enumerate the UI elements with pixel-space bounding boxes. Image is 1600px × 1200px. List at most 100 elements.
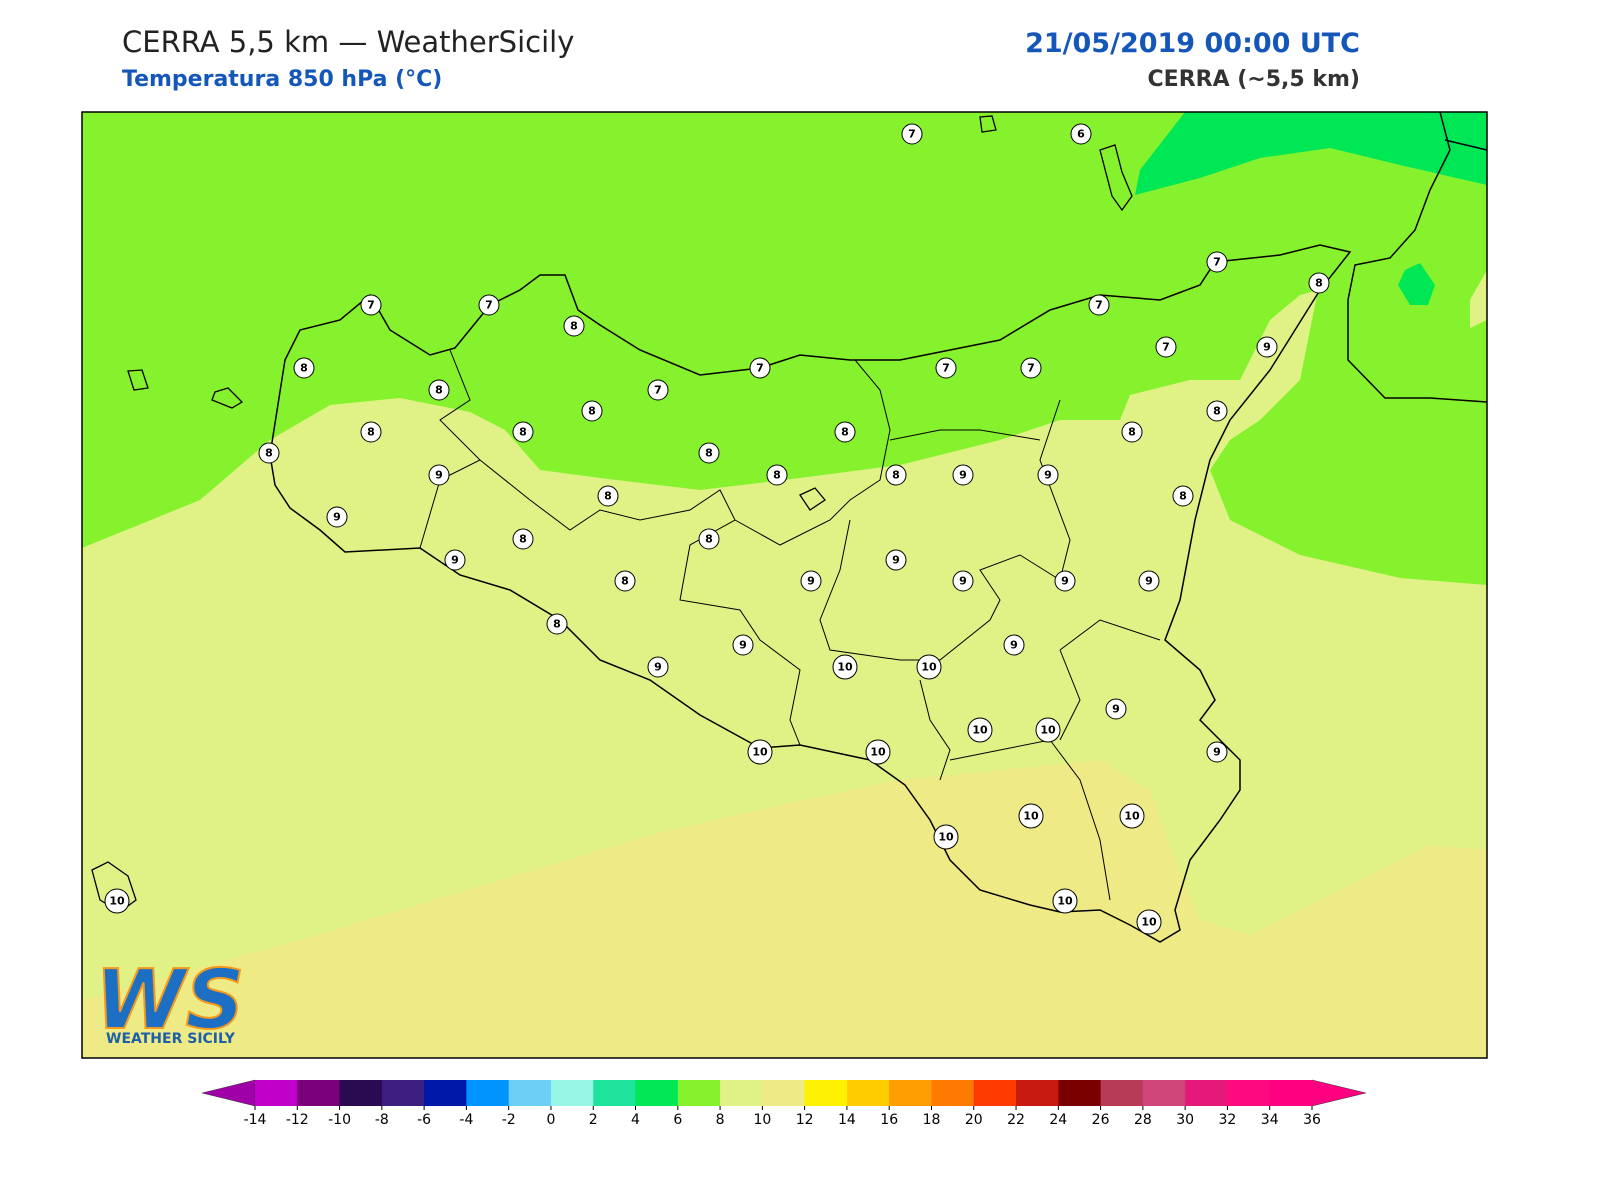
station-value: 8 [621,575,629,588]
colorbar-tick-label: -8 [375,1112,389,1128]
station-value: 8 [435,384,443,397]
station-value: 9 [1145,575,1153,588]
provinces [419,349,1161,901]
colorbar-tick-label: 16 [880,1112,898,1128]
station-marker [293,357,315,379]
colorbar-tick-label: -4 [459,1112,473,1128]
colorbar-segment [339,1080,383,1106]
colorbar-tick-label: 14 [838,1112,856,1128]
colorbar-segment [931,1080,975,1106]
station-marker [1070,123,1092,145]
colorbar-tick-label: -12 [286,1112,309,1128]
islands [91,115,1133,913]
station-value: 9 [807,575,815,588]
station-value: 10 [1057,895,1073,908]
colorbar-segment [550,1080,594,1106]
station-value: 8 [841,426,849,439]
colorbar-tick-label: 26 [1092,1112,1110,1128]
station-value: 8 [265,447,273,460]
station-marker [1088,294,1110,316]
station-marker [1035,717,1061,743]
station-marker [512,421,534,443]
colorbar-segment [255,1080,298,1106]
colorbar-tick-label: 24 [1049,1112,1067,1128]
colorbar-segment [846,1080,890,1106]
station-value: 8 [570,320,578,333]
station-value: 8 [705,533,713,546]
station-value: 10 [870,746,886,759]
station-marker [749,357,771,379]
station-marker [546,613,568,635]
station-marker [597,485,619,507]
colorbar-tick-label: 36 [1303,1112,1321,1128]
station-marker [747,739,773,765]
station-value: 7 [1027,362,1035,375]
colorbar-segment [1269,1080,1313,1106]
station-marker [1018,803,1044,829]
station-marker [614,570,636,592]
colorbar-tick-label: 10 [753,1112,771,1128]
station-marker [1172,485,1194,507]
colorbar-segment [889,1080,932,1106]
colorbar-tick-label: 34 [1261,1112,1279,1128]
station-marker [1256,336,1278,358]
station-marker [1206,400,1228,422]
station-marker [901,123,923,145]
colorbar: -14 -12 -10 -8 -6 -4 -2 0 2 4 6 8 10 12 14 16 18 20 22 24 26… [201,1079,1367,1128]
station-value: 8 [519,533,527,546]
colorbar-tick-label: 8 [716,1112,725,1128]
station-value: 10 [837,661,853,674]
field-10-12 [82,760,1487,1058]
station-marker [478,294,500,316]
station-marker [1308,272,1330,294]
colorbar-tick-label: 20 [965,1112,983,1128]
stations: 7 6 7 8 7 7 8 7 7 9 8 7 7 7 8 7 8 8 8 8 8 8 8 8 9 8 8 9 9 8 8 9 8 8 9 9 8 9 9 9… [104,123,1330,935]
station-marker [563,315,585,337]
station-value: 10 [1040,724,1056,737]
station-value: 10 [1141,916,1157,929]
station-value: 8 [588,405,596,418]
station-value: 7 [908,128,916,141]
colorbar-segment [381,1080,425,1106]
colorbar-segment [593,1080,637,1106]
colorbar-over [1311,1079,1367,1107]
station-marker [428,379,450,401]
station-value: 9 [1061,575,1069,588]
station-value: 8 [1213,405,1221,418]
colorbar-tick-label: 12 [796,1112,814,1128]
station-value: 10 [1023,810,1039,823]
colorbar-tick-label: 32 [1219,1112,1237,1128]
colorbar-segment [466,1080,510,1106]
station-value: 9 [654,661,662,674]
station-marker [885,464,907,486]
station-value: 10 [109,895,125,908]
station-value: 9 [1044,469,1052,482]
station-value: 8 [1179,490,1187,503]
model-label: CERRA (~5,5 km) [1148,67,1360,92]
station-marker [832,654,858,680]
colorbar-segment [1100,1080,1144,1106]
title: CERRA 5,5 km — WeatherSicily [122,25,574,59]
station-value: 9 [739,639,747,652]
station-value: 7 [654,384,662,397]
station-marker [933,824,959,850]
station-marker [952,570,974,592]
station-value: 8 [892,469,900,482]
logo: WS WEATHER SICILY [94,952,246,1049]
subtitle: Temperatura 850 hPa (°C) [122,67,442,92]
station-value: 10 [1124,810,1140,823]
colorbar-tick-label: 28 [1134,1112,1152,1128]
colorbar-tick-label: -10 [328,1112,351,1128]
station-value: 7 [485,299,493,312]
colorbar-tick-label: 2 [589,1112,598,1128]
station-marker [698,528,720,550]
logo-mark: WS [95,953,245,1048]
field-4-6-spot [1398,263,1435,305]
colorbar-segment [635,1080,679,1106]
station-marker [647,656,669,678]
colorbar-segment [973,1080,1017,1106]
station-marker [1003,634,1025,656]
station-marker [732,634,754,656]
coastline-calabria [1347,112,1487,403]
station-value: 7 [1095,299,1103,312]
